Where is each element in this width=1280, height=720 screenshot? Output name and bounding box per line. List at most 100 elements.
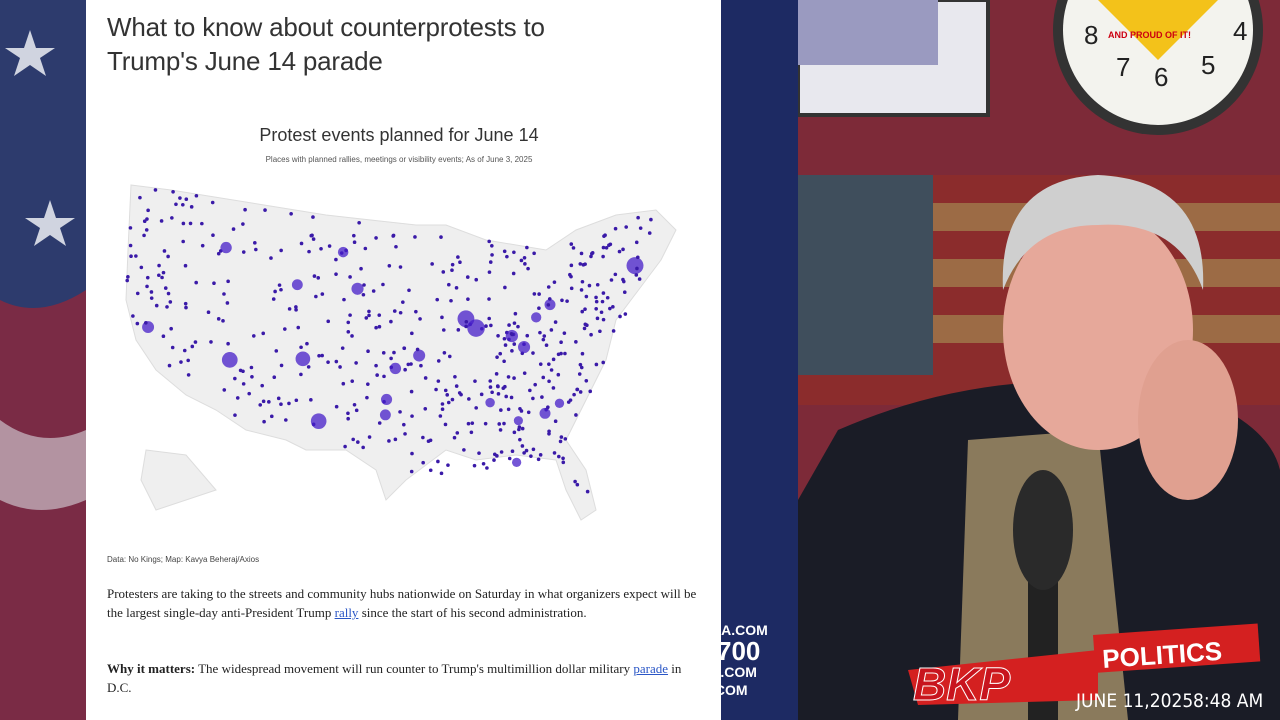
event-dot xyxy=(154,303,159,308)
event-dot xyxy=(490,244,494,248)
event-dot xyxy=(505,254,509,259)
link[interactable]: parade xyxy=(633,661,669,676)
event-dot xyxy=(446,400,451,405)
event-dot xyxy=(125,278,130,283)
event-dot xyxy=(389,356,393,361)
article: What to know about counterprotests to Tr… xyxy=(86,0,721,720)
event-dot xyxy=(467,397,471,401)
event-dot xyxy=(525,333,530,338)
event-dot xyxy=(507,456,512,461)
event-dot xyxy=(423,406,428,411)
event-dot xyxy=(456,255,460,259)
clock-number: 4 xyxy=(1233,16,1247,46)
map-title: Protest events planned for June 14 xyxy=(259,125,539,145)
event-dot xyxy=(409,469,414,474)
event-dot xyxy=(439,471,444,476)
event-dot xyxy=(310,413,327,429)
event-dot xyxy=(381,282,385,287)
event-dot xyxy=(316,276,321,280)
event-dot xyxy=(584,378,589,383)
event-dot xyxy=(518,437,522,442)
event-dot xyxy=(544,343,549,348)
event-dot xyxy=(231,227,236,231)
event-dot xyxy=(426,439,431,444)
event-dot xyxy=(350,379,355,383)
event-dot xyxy=(560,298,564,303)
event-dot xyxy=(538,362,543,366)
event-dot xyxy=(403,432,407,436)
event-dot xyxy=(454,286,459,290)
event-dot xyxy=(216,251,221,256)
event-dot xyxy=(578,362,583,367)
event-dot xyxy=(512,376,516,380)
event-dot xyxy=(142,321,155,334)
event-dot xyxy=(466,297,470,301)
event-dot xyxy=(622,279,626,284)
event-dot xyxy=(472,463,477,468)
event-dot xyxy=(350,334,354,338)
event-dot xyxy=(496,333,500,338)
event-dot xyxy=(490,390,494,395)
event-dot xyxy=(212,281,216,286)
event-dot xyxy=(162,249,167,253)
event-dot xyxy=(459,392,463,397)
event-dot xyxy=(522,255,527,260)
event-dot xyxy=(531,351,535,355)
event-dot xyxy=(184,197,189,202)
event-dot xyxy=(469,430,474,435)
event-dot xyxy=(221,352,238,368)
event-dot xyxy=(299,241,304,246)
clock-number: 5 xyxy=(1201,50,1215,80)
event-dot xyxy=(241,222,245,226)
event-dot xyxy=(465,275,470,279)
event-dot xyxy=(287,307,292,311)
article-title: Trump's June 14 parade xyxy=(107,46,383,76)
event-dot xyxy=(276,396,281,401)
text: in D.C. xyxy=(107,661,682,695)
event-dot xyxy=(458,260,462,264)
event-dot xyxy=(414,309,418,314)
event-dot xyxy=(622,290,627,295)
event-dot xyxy=(269,414,274,419)
event-dot xyxy=(398,410,402,414)
event-dot xyxy=(552,280,557,284)
event-dot xyxy=(436,359,441,363)
event-dot xyxy=(226,279,230,284)
event-dot xyxy=(442,350,447,355)
event-dot xyxy=(305,341,309,346)
event-dot xyxy=(536,457,541,462)
event-dot xyxy=(364,316,369,320)
event-dot xyxy=(342,297,346,302)
event-dot xyxy=(504,394,508,399)
event-dot xyxy=(604,245,609,250)
event-dot xyxy=(430,262,434,266)
event-dot xyxy=(407,288,411,293)
event-dot xyxy=(647,231,652,235)
event-dot xyxy=(392,350,396,355)
link[interactable]: rally xyxy=(334,605,359,620)
event-dot xyxy=(209,340,213,344)
event-dot xyxy=(529,454,533,458)
event-dot xyxy=(450,397,455,402)
event-dot xyxy=(377,421,382,425)
event-dot xyxy=(519,409,524,413)
event-dot xyxy=(311,237,316,241)
event-dot xyxy=(512,430,517,435)
event-dot xyxy=(287,401,291,406)
event-dot xyxy=(181,221,186,226)
event-dot xyxy=(413,349,426,362)
event-dot xyxy=(352,402,357,407)
event-dot xyxy=(440,407,445,411)
event-dot xyxy=(556,372,561,377)
event-dot xyxy=(496,392,501,396)
event-dot xyxy=(638,226,643,230)
event-dot xyxy=(436,379,441,383)
event-dot xyxy=(206,310,211,315)
event-dot xyxy=(583,262,587,266)
event-dot xyxy=(421,460,425,465)
clock-number: 6 xyxy=(1154,62,1168,92)
event-dot xyxy=(306,365,311,369)
event-dot xyxy=(320,292,325,296)
event-dot xyxy=(531,396,535,401)
event-dot xyxy=(374,325,378,330)
